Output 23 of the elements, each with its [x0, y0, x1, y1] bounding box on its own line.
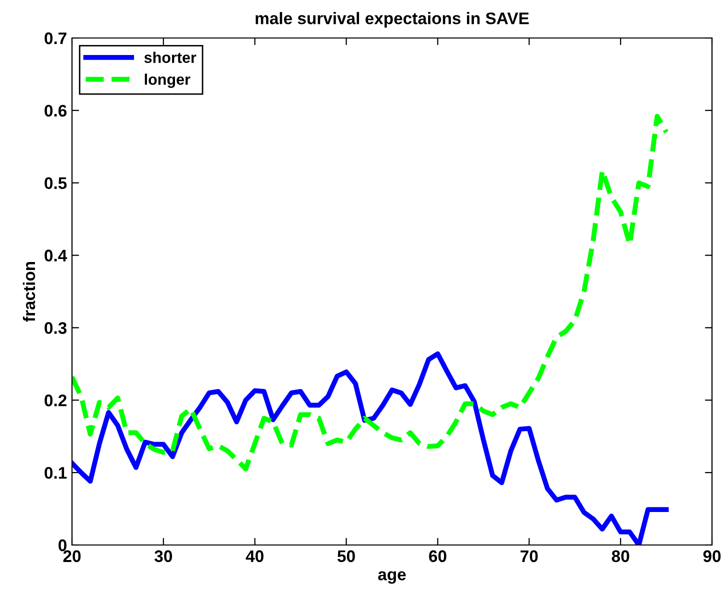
- legend-label: longer: [144, 74, 190, 88]
- y-tick-label: 0: [58, 539, 66, 552]
- y-axis-title: fraction: [22, 262, 36, 322]
- y-tick-label: 0.3: [44, 322, 67, 334]
- y-tick-label: 0.7: [44, 32, 66, 44]
- x-axis-title: age: [378, 571, 406, 584]
- legend-label: shorter: [144, 52, 196, 63]
- x-tick-label: 20: [63, 550, 81, 562]
- y-tick-label: 0.2: [44, 394, 66, 406]
- line-series: [72, 351, 669, 545]
- y-tick-label: 0.1: [44, 466, 67, 479]
- y-tick-label: 0.5: [44, 177, 67, 190]
- x-tick-label: 90: [703, 550, 721, 562]
- y-tick-label: 0.4: [44, 250, 68, 262]
- x-tick-label: 50: [338, 550, 355, 562]
- line-series: [72, 114, 669, 472]
- x-tick-label: 80: [612, 550, 630, 562]
- y-tick-label: 0.6: [44, 104, 67, 117]
- x-tick-label: 60: [429, 550, 446, 562]
- x-tick-label: 40: [246, 550, 264, 562]
- x-tick-label: 30: [154, 550, 172, 562]
- chart-title: male survival expectaions in SAVE: [256, 12, 529, 28]
- x-tick-label: 70: [520, 550, 538, 562]
